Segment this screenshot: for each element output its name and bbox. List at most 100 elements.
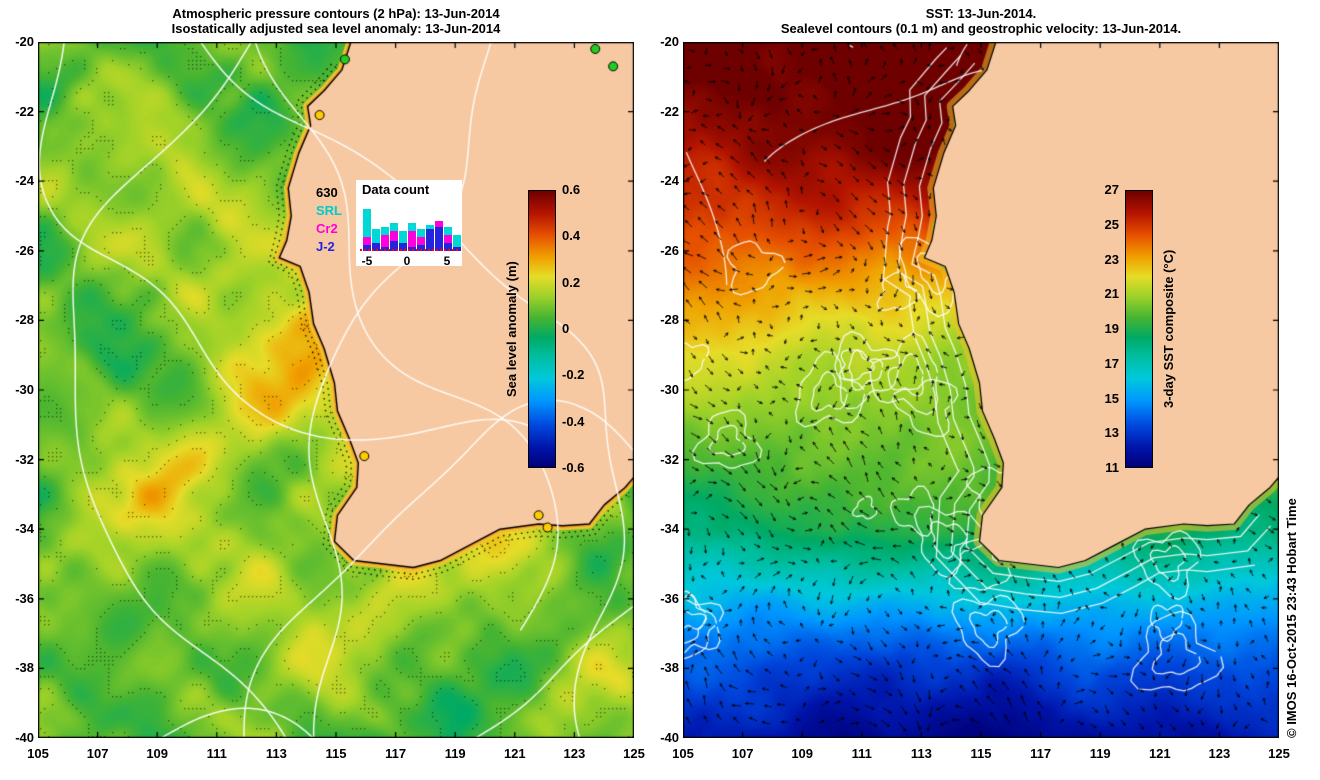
- sla-y-tick-label: -38: [15, 660, 34, 676]
- sst-title-line2: Sealevel contours (0.1 m) and geostrophi…: [780, 21, 1182, 36]
- sst-colorbar-tick-label: 17: [1104, 355, 1119, 371]
- sla-y-tick-label: -32: [15, 451, 34, 467]
- sla-colorbar-tick-label: -0.2: [562, 367, 585, 383]
- sla-y-tick-label: -36: [15, 590, 34, 606]
- histogram-segment-J-2: [426, 229, 434, 251]
- imos-watermark: © IMOS 16-Oct-2015 23:43 Hobart Time: [1284, 498, 1299, 738]
- sla-colorbar-tick-label: -0.6: [562, 460, 585, 475]
- zero-line: [360, 249, 458, 251]
- satellite-label: J-2: [316, 239, 335, 254]
- sla-colorbar-tick-label: 0.6: [562, 182, 581, 197]
- histogram-segment-SRL: [408, 223, 416, 231]
- sst-x-tick-label: 119: [1089, 746, 1111, 761]
- sla-colorbar-tick-label: 0: [562, 321, 570, 336]
- sla-x-tick-label: 123: [563, 746, 586, 761]
- sla-colorbar-tick-label: 0.2: [562, 274, 581, 290]
- sla-colorbar-tick-label: 0.4: [562, 228, 581, 244]
- sst-colorbar-tick-label: 19: [1104, 321, 1119, 336]
- sst-colorbar-gradient: [1125, 190, 1153, 468]
- histogram-bar: [399, 231, 407, 251]
- histogram-segment-Cr2: [435, 221, 443, 227]
- histogram-segment-SRL: [372, 229, 380, 243]
- sst-x-tick-label: 121: [1148, 746, 1171, 761]
- sst-y-tick-label: -40: [660, 730, 679, 745]
- data-count-x-tick: -5: [361, 254, 373, 268]
- sst-y-tick-label: -32: [660, 451, 679, 467]
- sla-x-tick-label: 121: [503, 746, 526, 761]
- sst-map: 27 25 23 21 19 17 15 13 11 3-day SST composite (°…: [683, 42, 1279, 738]
- sla-colorbar-tick-label: -0.4: [562, 413, 585, 429]
- sst-y-tick-label: -20: [660, 34, 679, 49]
- sst-x-tick-label: 111: [851, 746, 872, 761]
- sst-y-tick-label: -24: [660, 173, 679, 189]
- sst-title-line1: SST: 13-Jun-2014.: [925, 6, 1037, 21]
- histogram-segment-J-2: [417, 245, 425, 251]
- sla-x-tick-label: 125: [623, 746, 645, 761]
- histogram-bar: [417, 229, 425, 251]
- histogram-segment-Cr2: [363, 237, 371, 245]
- sla-y-tick-label: -26: [15, 242, 34, 258]
- satellite-label: SRL: [316, 203, 342, 218]
- satellite-label: Cr2: [316, 221, 338, 236]
- histogram-bar: [408, 223, 416, 251]
- sst-x-tick-label: 117: [1030, 746, 1052, 761]
- histogram-segment-Cr2: [408, 231, 416, 247]
- sla-y-tick-label: -22: [15, 103, 34, 119]
- sst-colorbar-tick-label: 25: [1104, 216, 1119, 232]
- sla-y-tick-label: -34: [15, 521, 34, 537]
- sst-x-tick-label: 113: [910, 746, 932, 761]
- sst-y-tick-label: -28: [660, 312, 679, 328]
- histogram-segment-J-2: [363, 245, 371, 251]
- satellite-label: 630: [316, 185, 338, 200]
- sla-x-tick-label: 105: [27, 746, 49, 761]
- sla-y-tick-label: -40: [15, 730, 34, 745]
- sla-x-tick-label: 109: [146, 746, 169, 761]
- sla-y-tick-label: -24: [15, 173, 34, 189]
- sst-colorbar-tick-label: 21: [1104, 286, 1119, 302]
- data-count-inset: Data count -5 0 5: [356, 180, 462, 268]
- sst-y-tick-label: -26: [660, 242, 679, 258]
- sst-x-tick-label: 109: [791, 746, 814, 761]
- sst-map-canvas[interactable]: [683, 42, 1279, 738]
- histogram-segment-Cr2: [417, 237, 425, 245]
- histogram-bar: [435, 221, 443, 251]
- sla-x-tick-label: 107: [86, 746, 109, 761]
- sst-colorbar-tick-label: 23: [1104, 251, 1119, 267]
- histogram-segment-J-2: [399, 243, 407, 251]
- histogram-segment-Cr2: [381, 235, 389, 247]
- histogram-segment-SRL: [417, 229, 425, 237]
- sla-x-tick-label: 115: [325, 746, 347, 761]
- histogram-segment-Cr2: [444, 235, 452, 243]
- histogram-segment-SRL: [399, 231, 407, 243]
- sla-colorbar-gradient: [528, 190, 556, 468]
- sla-y-tick-label: -30: [15, 382, 34, 397]
- histogram-bar: [390, 223, 398, 251]
- sla-title-line1: Atmospheric pressure contours (2 hPa): 1…: [172, 6, 500, 21]
- histogram-segment-J-2: [390, 241, 398, 251]
- sst-x-tick-label: 115: [970, 746, 992, 761]
- histogram-segment-SRL: [381, 227, 389, 235]
- sla-x-tick-label: 113: [265, 746, 287, 761]
- histogram-bar: [426, 225, 434, 251]
- histogram-segment-SRL: [453, 235, 461, 247]
- histogram-segment-SRL: [426, 225, 434, 229]
- sst-x-tick-label: 105: [672, 746, 694, 761]
- sst-y-tick-label: -38: [660, 660, 679, 676]
- sla-x-tick-label: 111: [206, 746, 227, 761]
- sst-colorbar-axis-label: 3-day SST composite (°C): [1161, 249, 1176, 409]
- sst-colorbar-tick-label: 13: [1104, 425, 1119, 441]
- sst-colorbar-tick-label: 11: [1105, 460, 1119, 475]
- satellite-labels: 630 SRL Cr2 J-2: [316, 184, 358, 256]
- histogram-bar: [363, 209, 371, 251]
- histogram-segment-J-2: [372, 243, 380, 251]
- sla-colorbar-axis-label: Sea level anomaly (m): [504, 261, 519, 397]
- sst-panel-title: SST: 13-Jun-2014. Sealevel contours (0.1…: [683, 6, 1279, 36]
- sst-y-tick-label: -30: [660, 382, 679, 397]
- sla-x-tick-label: 117: [385, 746, 407, 761]
- sla-y-tick-label: -20: [15, 34, 34, 49]
- sla-y-tick-label: -28: [15, 312, 34, 328]
- histogram-segment-J-2: [435, 227, 443, 251]
- histogram-bar: [444, 227, 452, 251]
- sst-colorbar-tick-label: 27: [1104, 182, 1119, 197]
